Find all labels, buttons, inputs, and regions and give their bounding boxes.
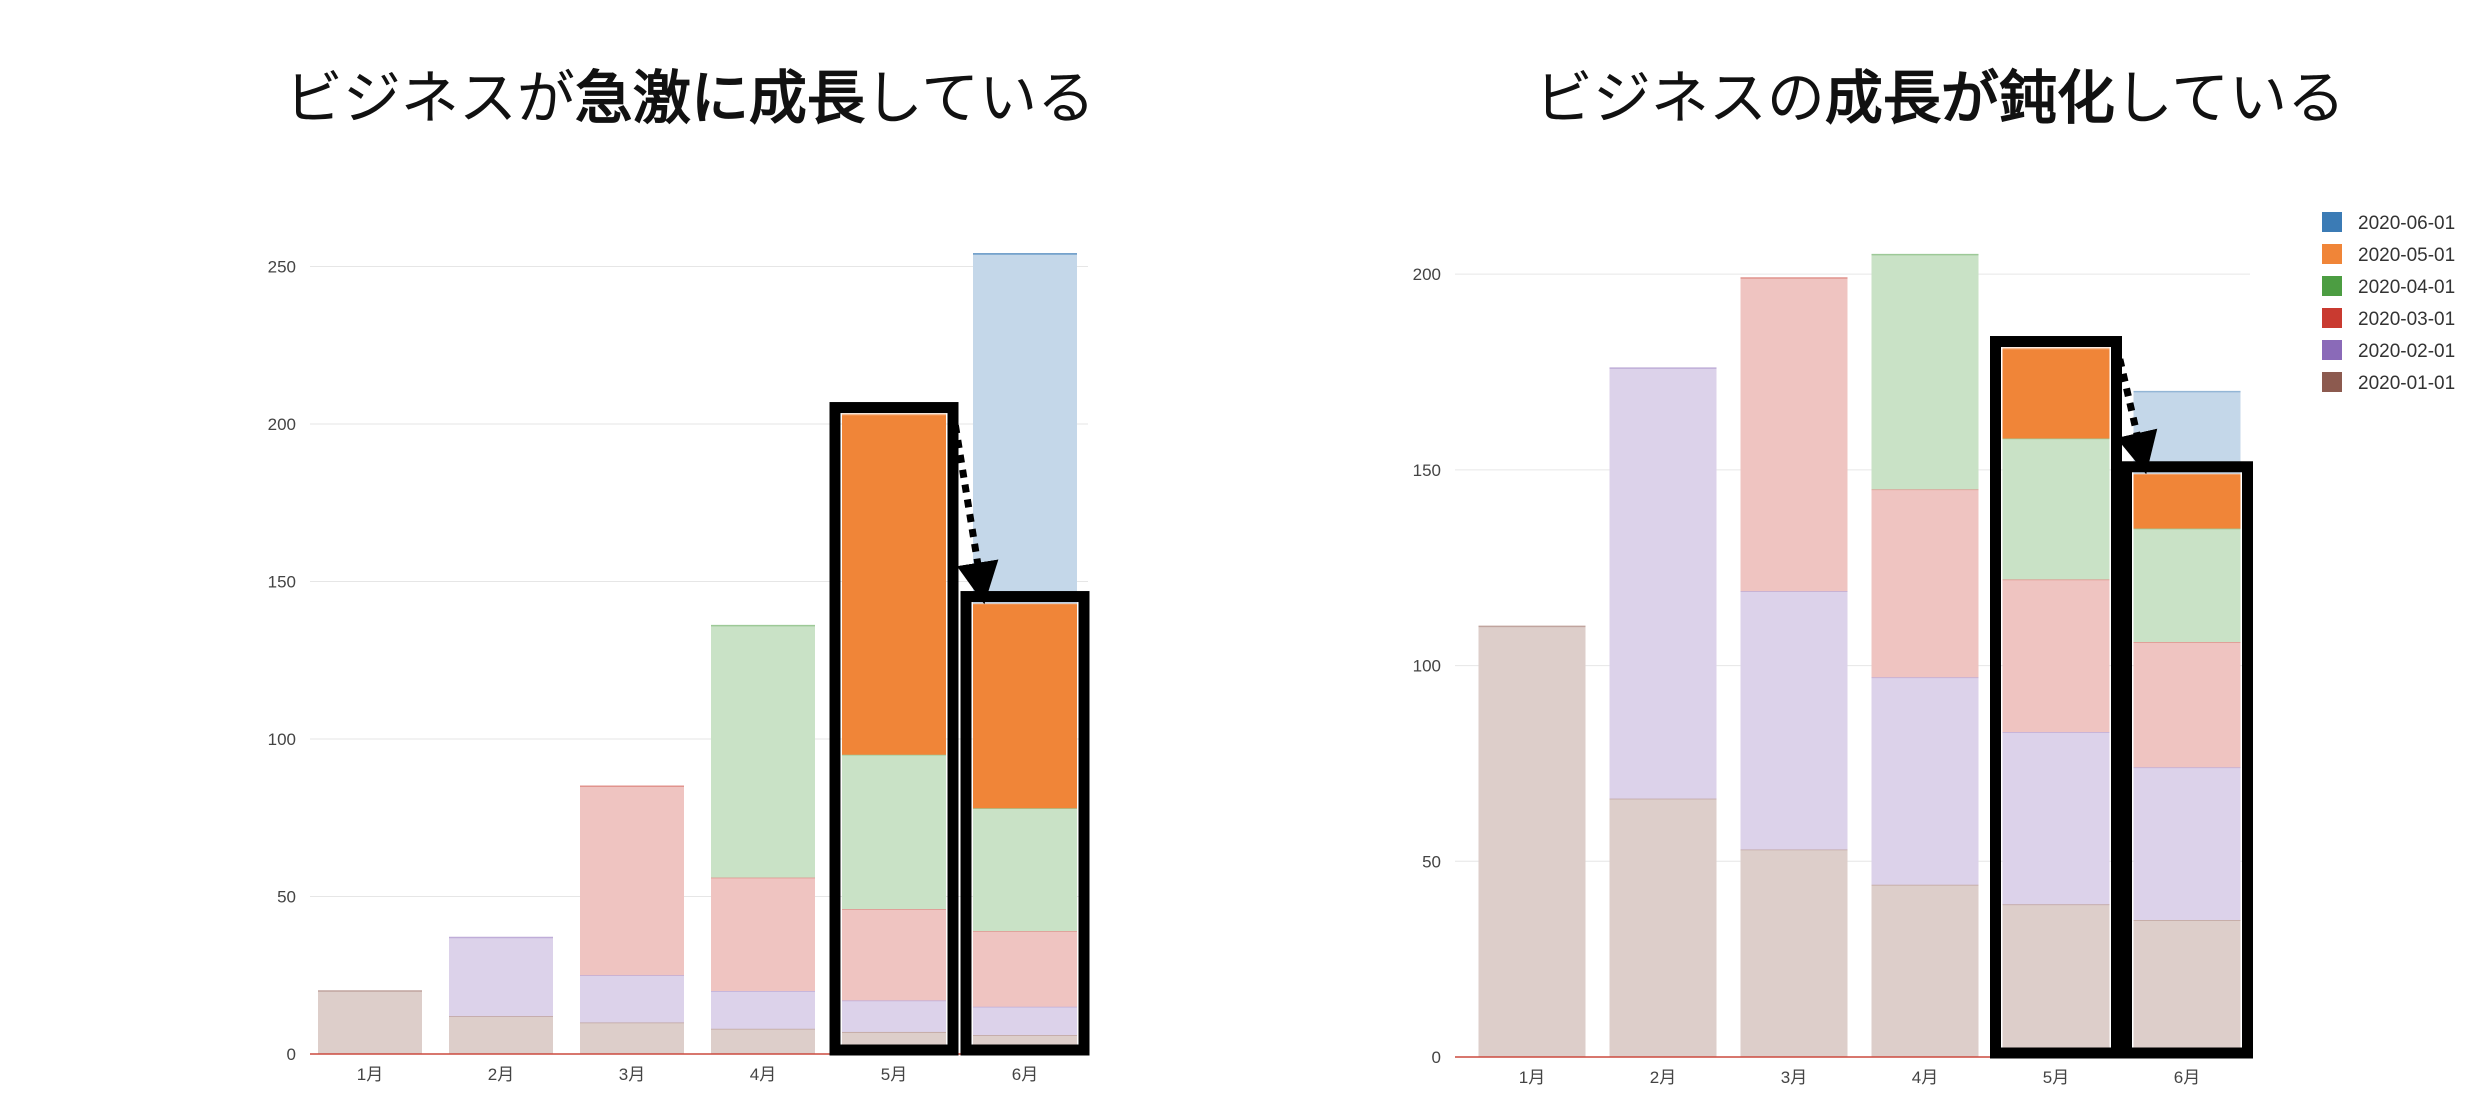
legend-label[interactable]: 2020-02-01 <box>2358 341 2455 362</box>
x-tick-label: 2月 <box>488 1065 514 1084</box>
x-tick-label: 5月 <box>2043 1068 2069 1087</box>
bar-segment[interactable] <box>580 786 684 976</box>
bar-segment[interactable] <box>973 808 1077 932</box>
bar-segment[interactable] <box>2133 642 2241 768</box>
legend-swatch <box>2322 340 2342 360</box>
chart-left: 0 50 100 150 200 250 1月 2月 3月 4月 5月 6月 <box>268 253 1090 1084</box>
chart-title-left: ビジネスが急激に成長している <box>150 58 1230 138</box>
bar-segment[interactable] <box>842 909 946 1001</box>
bar-segment[interactable] <box>973 603 1077 809</box>
bar-segment[interactable] <box>1871 677 1979 885</box>
bar-segment[interactable] <box>580 1022 684 1055</box>
bar-segment[interactable] <box>1871 489 1979 678</box>
legend[interactable]: 2020-06-01 2020-05-01 2020-04-01 2020-03-01… <box>2322 212 2455 394</box>
y-tick-label: 150 <box>268 573 296 592</box>
title-left-bold: 急激に成長 <box>574 64 865 132</box>
x-tick-label: 3月 <box>619 1065 645 1084</box>
bar-segment[interactable] <box>1609 368 1717 799</box>
y-tick-label: 250 <box>268 258 296 277</box>
bar-segment[interactable] <box>2002 904 2110 1057</box>
bar-segment[interactable] <box>842 414 946 755</box>
bar-segment[interactable] <box>2002 579 2110 733</box>
bar-segment[interactable] <box>1740 278 1848 592</box>
x-tick-label: 6月 <box>2174 1068 2200 1087</box>
legend-label[interactable]: 2020-01-01 <box>2358 373 2455 394</box>
legend-swatch <box>2322 372 2342 392</box>
x-tick-label: 2月 <box>1650 1068 1676 1087</box>
title-left-pre: ビジネスが <box>284 64 575 132</box>
x-tick-label: 5月 <box>881 1065 907 1084</box>
bar-segment[interactable] <box>449 1016 553 1054</box>
bar-segment[interactable] <box>2133 920 2241 1057</box>
bar-segment[interactable] <box>1871 254 1979 490</box>
y-tick-label: 100 <box>1413 657 1441 676</box>
x-tick-label: 4月 <box>750 1065 776 1084</box>
y-tick-label: 150 <box>1413 461 1441 480</box>
highlight-frame <box>829 402 959 1056</box>
legend-swatch <box>2322 276 2342 296</box>
y-tick-label: 50 <box>1422 852 1441 871</box>
bar-segment[interactable] <box>1740 591 1848 850</box>
title-right-bold: 成長が鈍化 <box>1824 64 2115 132</box>
chart-title-right: ビジネスの成長が鈍化している <box>1400 58 2476 138</box>
y-tick-label: 0 <box>1432 1048 1441 1067</box>
title-left-post: している <box>864 64 1096 132</box>
bar-segment[interactable] <box>1871 884 1979 1057</box>
title-right-post: している <box>2114 64 2346 132</box>
legend-swatch <box>2322 212 2342 232</box>
legend-label[interactable]: 2020-03-01 <box>2358 309 2455 330</box>
y-tick-label: 50 <box>277 888 296 907</box>
bar-segment[interactable] <box>2002 438 2110 580</box>
bar-segment[interactable] <box>580 975 684 1023</box>
y-tick-label: 100 <box>268 730 296 749</box>
bar-segment[interactable] <box>973 1006 1077 1036</box>
y-tick-label: 200 <box>268 415 296 434</box>
bar-segment[interactable] <box>2133 528 2241 643</box>
legend-label[interactable]: 2020-04-01 <box>2358 277 2455 298</box>
bar-segment[interactable] <box>711 1028 815 1054</box>
x-tick-label: 6月 <box>1012 1065 1038 1084</box>
chart-right: 0 50 100 150 200 1月 2月 3月 4月 5月 6月 <box>1413 253 2253 1087</box>
highlight-frame <box>2121 461 2253 1059</box>
x-tick-label: 1月 <box>357 1065 383 1084</box>
legend-label[interactable]: 2020-05-01 <box>2358 245 2455 266</box>
x-tick-label: 1月 <box>1519 1068 1545 1087</box>
legend-swatch <box>2322 308 2342 328</box>
legend-label[interactable]: 2020-06-01 <box>2358 213 2455 234</box>
bar-segment[interactable] <box>2002 348 2110 439</box>
decline-arrow <box>2113 343 2158 475</box>
y-tick-label: 200 <box>1413 265 1441 284</box>
bar-segment[interactable] <box>449 937 553 1017</box>
bar-segment[interactable] <box>318 991 422 1054</box>
bar-segment[interactable] <box>2133 473 2241 529</box>
bar-segment[interactable] <box>1740 849 1848 1057</box>
y-tick-label: 0 <box>287 1045 296 1064</box>
bar-segment[interactable] <box>973 253 1077 604</box>
bar-segment[interactable] <box>1478 626 1586 1057</box>
bar-segment[interactable] <box>711 625 815 878</box>
bar-segment[interactable] <box>842 754 946 910</box>
x-tick-label: 4月 <box>1912 1068 1938 1087</box>
bar-segment[interactable] <box>711 991 815 1029</box>
bar-segment[interactable] <box>842 1000 946 1032</box>
bar-segment[interactable] <box>1609 798 1717 1057</box>
highlight-frame <box>1990 336 2122 1059</box>
bar-segment[interactable] <box>2133 767 2241 920</box>
highlight-frame <box>960 591 1090 1056</box>
bar-segment[interactable] <box>2002 732 2110 905</box>
x-tick-label: 3月 <box>1781 1068 1807 1087</box>
bar-segment[interactable] <box>973 931 1077 1007</box>
bar-segment[interactable] <box>711 877 815 991</box>
legend-swatch <box>2322 244 2342 264</box>
title-right-pre: ビジネスの <box>1534 64 1825 132</box>
